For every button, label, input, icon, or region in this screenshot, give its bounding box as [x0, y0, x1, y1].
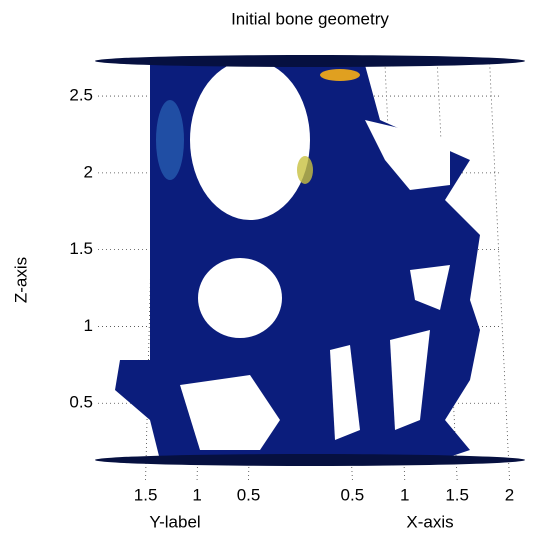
z-tick-label: 0.5	[69, 393, 93, 412]
x-tick-label: 0.5	[341, 485, 365, 504]
z-tick-label: 1	[84, 316, 93, 335]
y-tick-label: 0.5	[237, 485, 261, 504]
x-tick-label: 1	[400, 485, 409, 504]
z-axis-label: Z-axis	[11, 257, 30, 303]
bone-mesh	[95, 55, 525, 466]
x-tick-label: 1.5	[445, 485, 469, 504]
x-axis-label: X-axis	[406, 512, 453, 531]
x-tick-label: 2	[505, 485, 514, 504]
y-tick-label: 1	[192, 485, 201, 504]
chart-title: Initial bone geometry	[231, 9, 389, 28]
y-tick-label: 1.5	[134, 485, 158, 504]
z-tick-label: 2	[84, 162, 93, 181]
z-tick-label: 2.5	[69, 86, 93, 105]
y-axis-label: Y-label	[149, 512, 200, 531]
grid-line	[489, 59, 510, 481]
z-tick-label: 1.5	[69, 239, 93, 258]
